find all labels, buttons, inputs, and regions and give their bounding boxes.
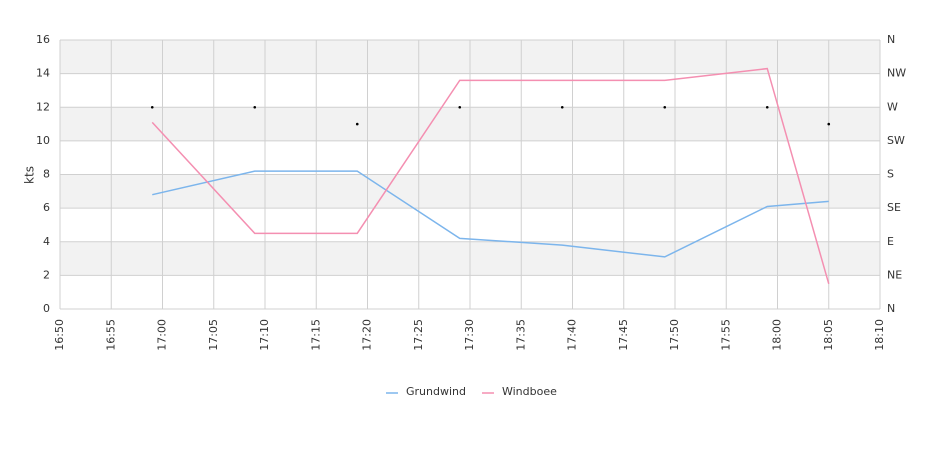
x-tick-label: 17:25 [412, 319, 425, 351]
x-tick-label: 17:00 [156, 319, 169, 351]
x-tick-label: 17:05 [207, 319, 220, 351]
x-tick-label: 16:55 [104, 319, 117, 351]
y-tick-label: 6 [43, 201, 50, 214]
direction-dot [765, 105, 769, 109]
x-tick-label: 17:35 [514, 319, 527, 351]
x-tick-label: 17:30 [463, 319, 476, 351]
legend-label: Grundwind [406, 385, 466, 398]
y-tick-label: 4 [43, 235, 50, 248]
y-tick-label: 2 [43, 268, 50, 281]
legend-item: Windboee [481, 385, 557, 398]
y2-tick-label: SE [887, 201, 901, 214]
y2-tick-label: N [887, 302, 895, 315]
y2-tick-label: E [887, 235, 894, 248]
direction-dot [150, 105, 154, 109]
legend-item: Grundwind [386, 385, 466, 398]
y-tick-label: 8 [43, 168, 50, 181]
y-tick-label: 16 [36, 33, 50, 46]
x-tick-label: 17:20 [361, 319, 374, 351]
direction-dot [458, 105, 462, 109]
line-series [152, 170, 829, 258]
x-tick-label: 18:05 [822, 319, 835, 351]
direction-dot [663, 105, 667, 109]
y-tick-label: 14 [36, 67, 50, 80]
y2-tick-label: S [887, 168, 894, 181]
x-tick-label: 17:10 [258, 319, 271, 351]
direction-dot [253, 105, 257, 109]
y2-tick-label: NE [887, 268, 902, 281]
y2-tick-label: W [887, 100, 898, 113]
x-tick-label: 16:50 [53, 319, 66, 351]
direction-dot [827, 122, 831, 126]
y2-tick-label: NW [887, 67, 906, 80]
x-tick-label: 17:45 [617, 319, 630, 351]
x-tick-label: 17:55 [719, 319, 732, 351]
legend-label: Windboee [502, 385, 557, 398]
x-tick-label: 17:40 [566, 319, 579, 351]
direction-dot [355, 122, 359, 126]
x-tick-label: 18:10 [873, 319, 886, 351]
y-axis-label: kts [23, 166, 37, 184]
y-tick-label: 10 [36, 134, 50, 147]
x-tick-label: 17:50 [668, 319, 681, 351]
y-tick-label: 0 [43, 302, 50, 315]
direction-dot [560, 105, 564, 109]
y2-tick-label: SW [887, 134, 905, 147]
line-series [151, 67, 830, 284]
y2-tick-label: N [887, 33, 895, 46]
y-tick-label: 12 [36, 100, 50, 113]
x-tick-label: 18:00 [771, 319, 784, 351]
x-tick-label: 17:15 [309, 319, 322, 351]
